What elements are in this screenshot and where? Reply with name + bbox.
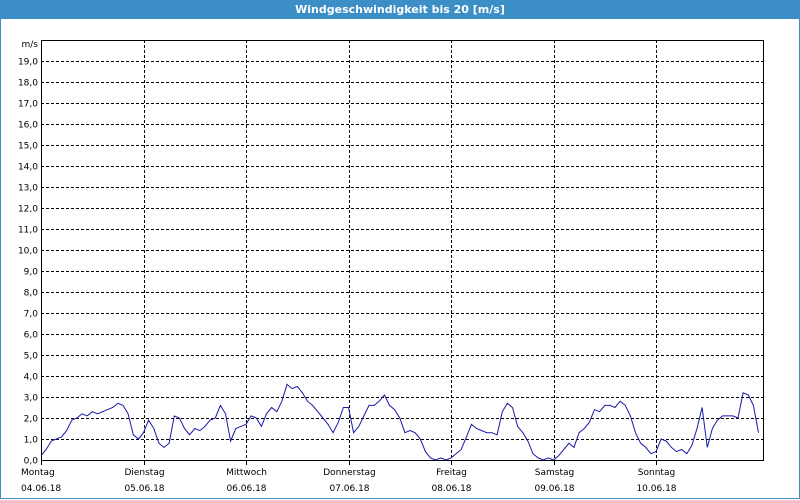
- y-tick-label: 4,0: [24, 373, 39, 383]
- x-tick-day-label: Montag: [21, 468, 55, 478]
- y-tick-label: 0,0: [24, 457, 39, 467]
- y-tick-label: 17,0: [18, 100, 38, 110]
- y-tick-label: 2,0: [24, 415, 39, 425]
- x-tick-labels: Montag 04.06.18 Dienstag 05.06.18 Mittwoch 06…: [21, 468, 677, 494]
- y-tick-label: 1,0: [24, 436, 39, 446]
- wind-speed-chart: 0,0 1,0 2,0 3,0 4,0 5,0 6,0 7,0 8,0 9,0 10,0 11,0 12…: [18, 40, 764, 494]
- wind-speed-series-line: [40, 383, 759, 461]
- x-gridlines: [41, 40, 657, 465]
- y-tick-label: 7,0: [24, 310, 39, 320]
- plot-area-border: [41, 40, 764, 461]
- y-tick-label: 8,0: [24, 289, 39, 299]
- y-tick-label: 5,0: [24, 352, 39, 362]
- window-title: Windgeschwindigkeit bis 20 [m/s]: [0, 0, 800, 19]
- x-tick-date-label: 06.06.18: [226, 484, 266, 494]
- y-tick-label: 16,0: [18, 121, 38, 131]
- y-tick-label: 15,0: [18, 142, 38, 152]
- x-tick-date-label: 05.06.18: [124, 484, 164, 494]
- x-tick-day-label: Samstag: [535, 468, 574, 478]
- y-tick-label: 18,0: [18, 79, 38, 89]
- y-axis-unit: m/s: [22, 40, 39, 50]
- chart-frame: 0,0 1,0 2,0 3,0 4,0 5,0 6,0 7,0 8,0 9,0 10,0 11,0 12…: [0, 19, 800, 499]
- y-tick-label: 3,0: [24, 394, 39, 404]
- x-tick-day-label: Dienstag: [124, 468, 164, 478]
- y-gridlines: [41, 61, 763, 440]
- y-tick-label: 14,0: [18, 163, 38, 173]
- y-tick-labels: 0,0 1,0 2,0 3,0 4,0 5,0 6,0 7,0 8,0 9,0 10,0 11,0 12…: [18, 58, 38, 467]
- y-tick-label: 19,0: [18, 58, 38, 68]
- x-tick-date-label: 09.06.18: [534, 484, 574, 494]
- y-tick-label: 9,0: [24, 268, 39, 278]
- x-tick-day-label: Sonntag: [638, 468, 675, 478]
- x-tick-day-label: Mittwoch: [226, 468, 267, 478]
- x-tick-date-label: 07.06.18: [329, 484, 369, 494]
- x-tick-date-label: 04.06.18: [21, 484, 61, 494]
- y-tick-label: 10,0: [18, 247, 38, 257]
- y-tick-label: 13,0: [18, 184, 38, 194]
- x-tick-date-label: 08.06.18: [431, 484, 471, 494]
- x-tick-day-label: Donnerstag: [323, 468, 376, 478]
- y-tick-label: 11,0: [18, 226, 38, 236]
- y-tick-label: 6,0: [24, 331, 39, 341]
- x-tick-day-label: Freitag: [436, 468, 467, 478]
- y-tick-label: 12,0: [18, 205, 38, 215]
- x-tick-date-label: 10.06.18: [636, 484, 676, 494]
